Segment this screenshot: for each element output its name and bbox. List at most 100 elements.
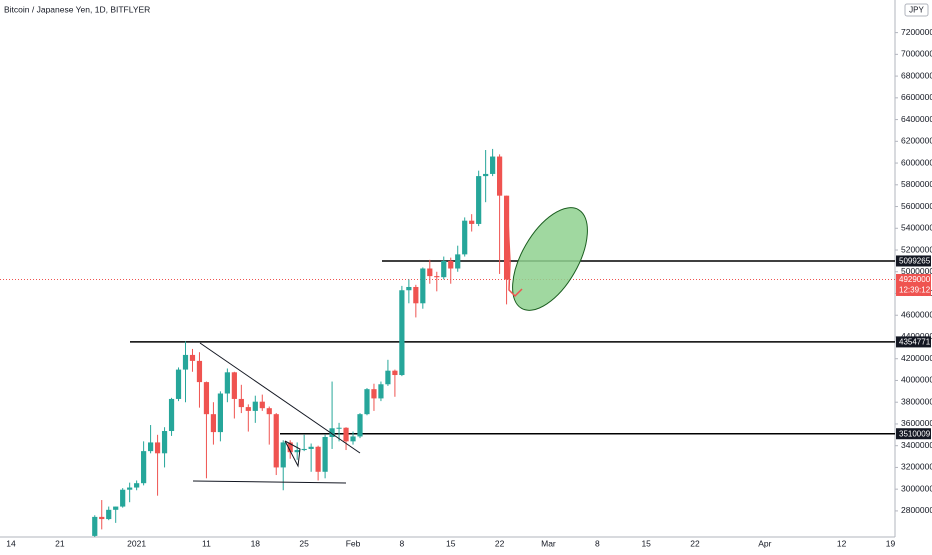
candle-body <box>399 290 405 376</box>
candle-body <box>203 382 210 415</box>
y-tick-label: 3600000 <box>901 418 932 428</box>
level-label: 4354771 <box>899 338 931 347</box>
candle-body <box>329 428 335 437</box>
candle-body <box>378 384 384 399</box>
candle-body <box>301 448 307 451</box>
last-price-box <box>896 273 931 296</box>
x-tick-label: 21 <box>55 538 65 548</box>
candle-body <box>406 286 412 291</box>
candle-body <box>231 372 237 399</box>
candle-body <box>434 276 440 278</box>
candle-body <box>141 451 147 484</box>
triangle-drawing <box>284 440 301 468</box>
x-tick-label: Apr <box>758 538 771 548</box>
candle-body <box>238 398 244 408</box>
level-label: 3510009 <box>899 429 931 438</box>
candle-body <box>182 354 189 370</box>
candle-body <box>245 407 251 411</box>
candle-body <box>343 427 349 442</box>
y-tick-label: 3400000 <box>901 440 932 450</box>
candle-body <box>385 370 391 385</box>
candle-body <box>99 516 105 520</box>
y-tick-label: 3800000 <box>901 396 932 406</box>
candle-body <box>462 220 468 255</box>
level-label-box <box>896 428 931 440</box>
candle-body <box>315 446 321 472</box>
candle-body <box>113 506 119 510</box>
candle-body <box>503 195 510 280</box>
candle-body <box>196 360 203 383</box>
candle-body <box>490 156 496 174</box>
candle-body <box>420 268 426 304</box>
candle-body <box>497 156 503 196</box>
candle-body <box>350 436 356 442</box>
last-price-label: 4929000 <box>899 275 931 284</box>
x-tick-label: 14 <box>6 538 16 548</box>
x-tick-label: 19 <box>886 538 896 548</box>
candle-body <box>127 487 133 490</box>
candle-body <box>364 389 370 415</box>
currency-button-box[interactable] <box>904 3 929 17</box>
candle-body <box>280 442 286 468</box>
candle-body <box>322 436 328 472</box>
candle-body <box>483 173 489 177</box>
y-tick-label: 7200000 <box>901 27 932 37</box>
y-tick-label: 6800000 <box>901 70 932 80</box>
candle-body <box>210 414 217 433</box>
candle-body <box>224 372 230 394</box>
candle-body <box>92 516 98 536</box>
candle-body <box>252 401 258 411</box>
x-tick-label: 22 <box>495 538 505 548</box>
x-tick-label: 8 <box>595 538 600 548</box>
candle-body <box>161 431 168 454</box>
y-tick-label: 6200000 <box>901 136 932 146</box>
y-tick-label: 7000000 <box>901 49 932 59</box>
candle-body <box>392 370 398 376</box>
x-tick-label: 12 <box>837 538 847 548</box>
candle-body <box>371 389 377 399</box>
y-tick-label: 3000000 <box>901 483 932 493</box>
candle-body <box>259 401 265 409</box>
candle-body <box>469 220 475 224</box>
target-ellipse <box>512 207 588 311</box>
candle-body <box>476 176 482 224</box>
projection-path <box>506 199 523 298</box>
plot <box>0 148 895 537</box>
y-tick-label: 6000000 <box>901 157 932 167</box>
candle-body <box>427 268 433 277</box>
y-tick-label: 5200000 <box>901 244 932 254</box>
candle-body <box>217 393 223 433</box>
trend-line <box>199 342 361 454</box>
x-tick-label: 15 <box>446 538 456 548</box>
y-tick-label: 4200000 <box>901 353 932 363</box>
y-tick-label: 2800000 <box>901 505 932 515</box>
candle-body <box>441 260 447 278</box>
y-tick-label: 5400000 <box>901 223 932 233</box>
candle-body <box>134 483 140 488</box>
candle-body <box>154 442 161 454</box>
y-tick-label: 6600000 <box>901 92 932 102</box>
y-tick-label: 4600000 <box>901 309 932 319</box>
currency-button[interactable]: JPY <box>904 3 929 17</box>
candle-body <box>189 354 196 361</box>
candle-body <box>287 442 293 453</box>
x-tick-label: Feb <box>346 538 361 548</box>
candle-body <box>266 408 272 415</box>
candle-body <box>120 489 126 507</box>
x-tick-label: 8 <box>400 538 405 548</box>
countdown-label: 12:39:12 <box>899 286 931 295</box>
x-tick-label: 25 <box>299 538 309 548</box>
support-line <box>192 480 347 484</box>
chart-title: Bitcoin / Japanese Yen, 1D, BITFLYER <box>4 4 150 14</box>
y-tick-label: 5000000 <box>901 266 932 276</box>
candle-body <box>273 414 279 468</box>
y-tick-label: 4400000 <box>901 331 932 341</box>
candle-body <box>448 260 454 269</box>
x-tick-label: 15 <box>641 538 651 548</box>
currency-label[interactable]: JPY <box>909 6 924 15</box>
candle-body <box>168 398 175 432</box>
candle-body <box>336 427 342 429</box>
x-tick-label: 2021 <box>127 538 146 548</box>
